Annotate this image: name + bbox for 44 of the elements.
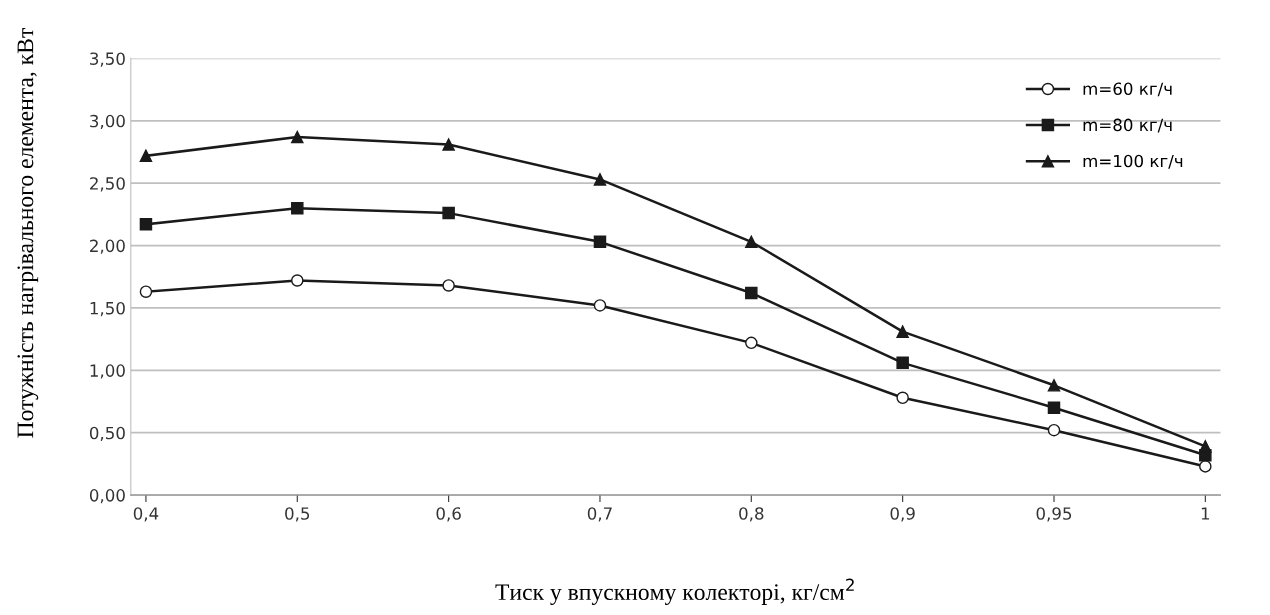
- y-tick-label: 0,00: [89, 489, 125, 504]
- point: [442, 138, 455, 151]
- x-tick-label: 0,9: [890, 507, 915, 522]
- point: [1199, 440, 1212, 453]
- point: [896, 391, 909, 405]
- x-axis-title: Тиск у впускному колекторі, кг/см$^{2}$: [495, 578, 854, 605]
- x-tick-label: 0,4: [133, 507, 159, 522]
- x-tick-label: 1: [1201, 507, 1210, 520]
- point: [1047, 379, 1061, 392]
- point: [291, 130, 304, 144]
- x-tick-label: 0,95: [1036, 507, 1072, 522]
- point: [593, 299, 607, 312]
- point: [139, 218, 153, 231]
- y-tick-label: 3,50: [90, 52, 125, 67]
- x-tick-label: 0,8: [739, 507, 764, 522]
- point: [593, 173, 607, 186]
- x-tick-label: 0,7: [587, 507, 612, 522]
- point: [442, 206, 455, 220]
- y-tick-label: 0,50: [89, 426, 125, 441]
- y-tick-label: 3,00: [90, 114, 125, 130]
- point: [745, 286, 758, 300]
- point: [896, 356, 909, 370]
- point: [291, 274, 304, 287]
- point: [593, 235, 607, 249]
- point: [291, 201, 304, 215]
- point: [745, 235, 758, 249]
- legend-label: m=60 кг/ч: [1083, 82, 1172, 97]
- legend-label: m=100 кг/ч: [1083, 154, 1183, 169]
- point: [139, 285, 153, 298]
- point: [1199, 460, 1212, 473]
- point: [1047, 401, 1061, 414]
- point: [896, 325, 909, 338]
- point: [745, 336, 758, 350]
- y-axis-title: Потужність нагрівального елемента, кВт: [17, 28, 39, 438]
- y-tick-label: 1,50: [90, 301, 125, 317]
- point: [1047, 423, 1061, 437]
- x-tick-label: 0,5: [285, 507, 310, 522]
- point: [139, 149, 153, 162]
- point: [442, 279, 455, 292]
- x-tick-label: 0,6: [436, 507, 461, 522]
- legend-label: m=80 кг/ч: [1083, 118, 1172, 133]
- y-tick-label: 1,00: [90, 364, 125, 379]
- y-tick-label: 2,00: [90, 239, 125, 254]
- y-tick-label: 2,50: [90, 177, 125, 192]
